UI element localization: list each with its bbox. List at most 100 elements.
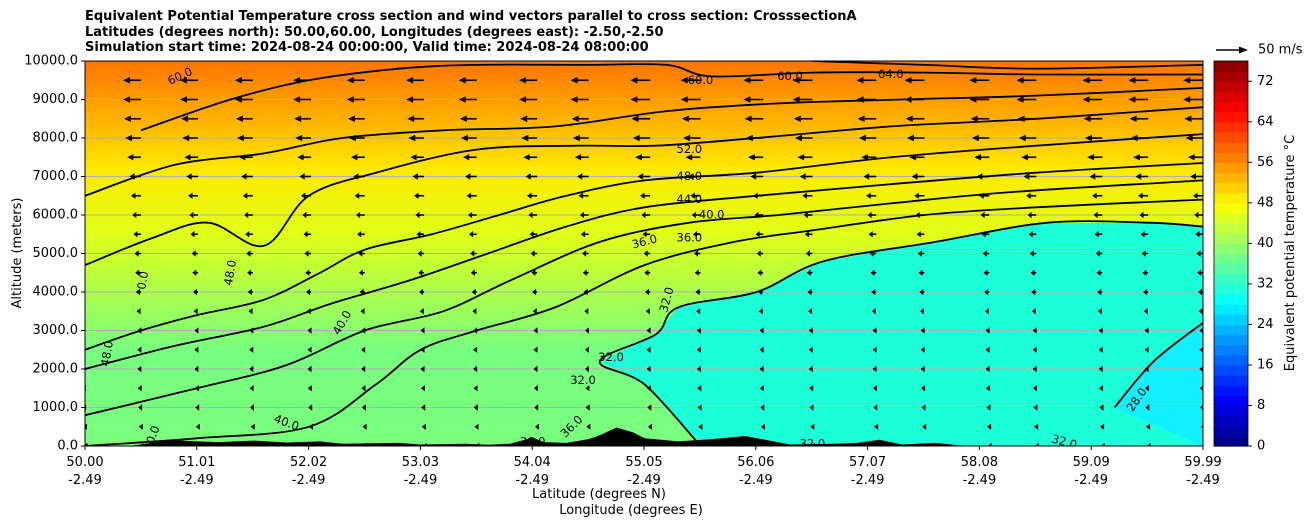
y-tick-label: 8000.0 <box>33 131 79 146</box>
wind-vector <box>303 231 312 238</box>
wind-vector <box>920 308 924 315</box>
wind-vector <box>809 385 814 392</box>
colorbar-tick-label: 64 <box>1257 114 1274 129</box>
wind-vector <box>985 346 990 353</box>
colorbar-tick-label: 56 <box>1257 155 1274 170</box>
wind-vector <box>986 404 991 411</box>
x-tick-label-lon: -2.49 <box>1186 473 1220 488</box>
wind-vector <box>420 327 425 334</box>
wind-vector <box>969 96 990 103</box>
y-tick-label: 4000.0 <box>33 285 79 300</box>
wind-vector <box>866 192 877 199</box>
wind-vector <box>646 346 651 353</box>
wind-vector <box>872 346 877 353</box>
wind-vector <box>1190 173 1203 180</box>
wind-vector <box>1027 211 1037 219</box>
wind-vector <box>361 346 366 353</box>
wind-vector <box>414 192 425 199</box>
wind-vector <box>985 365 990 373</box>
wind-vector <box>571 115 589 122</box>
wind-vector <box>1099 404 1104 411</box>
wind-vector <box>304 250 312 257</box>
colorbar-band <box>1214 405 1248 417</box>
wind-vector <box>408 134 425 142</box>
wind-vector <box>630 96 651 103</box>
wind-vector <box>1144 365 1149 373</box>
wind-vector <box>1098 346 1103 353</box>
wind-vector <box>920 346 925 353</box>
wind-vector <box>915 211 925 219</box>
x-tick-label-lon: -2.49 <box>292 473 326 488</box>
wind-vector <box>857 115 877 122</box>
colorbar-band <box>1214 425 1248 437</box>
colorbar-tick-label: 48 <box>1257 195 1274 210</box>
wind-vector <box>531 269 538 276</box>
wind-vector <box>921 385 926 392</box>
x-axis-label-2: Longitude (degrees E) <box>559 503 703 518</box>
wind-vector <box>1098 327 1103 334</box>
wind-vector <box>468 211 477 219</box>
wind-vector <box>1141 250 1149 257</box>
colorbar-band <box>1214 375 1248 386</box>
colorbar-tick-label: 8 <box>1257 398 1265 413</box>
wind-vector <box>680 77 701 84</box>
wind-vector <box>306 288 312 296</box>
wind-vector <box>1093 211 1103 219</box>
wind-vector <box>466 192 477 199</box>
x-tick-label-lon: -2.49 <box>851 473 885 488</box>
wind-vector <box>1199 346 1203 353</box>
wind-vector <box>412 173 425 180</box>
wind-vector <box>244 211 253 219</box>
wind-vector <box>127 154 141 161</box>
wind-vector <box>353 173 365 180</box>
wind-vector <box>970 115 990 122</box>
wind-vector <box>643 250 651 257</box>
colorbar-band <box>1214 415 1248 427</box>
wind-vector <box>745 134 764 142</box>
wind-vector <box>361 385 366 392</box>
wind-vector <box>1144 346 1149 353</box>
wind-vector <box>646 385 651 392</box>
wind-vector <box>976 173 990 180</box>
wind-vector <box>360 308 365 315</box>
wind-vector <box>348 134 365 142</box>
colorbar-band <box>1214 395 1248 407</box>
wind-vector <box>306 308 311 315</box>
wind-vector <box>906 134 925 142</box>
wind-vector <box>77 231 85 237</box>
wind-vector <box>346 77 365 84</box>
x-tick-label-lat: 59.09 <box>1073 455 1110 470</box>
wind-vector <box>415 211 425 219</box>
wind-vector <box>1183 77 1203 84</box>
wind-vector <box>305 269 312 276</box>
contour-label: 36.0 <box>520 435 546 449</box>
wind-vector <box>985 327 990 334</box>
colorbar-tick-label: 0 <box>1257 439 1265 454</box>
contour-label: 32.0 <box>656 285 676 313</box>
wind-vector <box>585 346 589 353</box>
wind-vector <box>419 288 425 296</box>
wind-vector <box>803 211 813 219</box>
wind-vector <box>242 192 253 199</box>
colorbar-band <box>1214 101 1248 113</box>
wind-vector <box>362 423 367 430</box>
wind-vector <box>680 96 701 103</box>
wind-vector <box>799 173 813 180</box>
wind-vector <box>245 231 253 238</box>
x-tick-label-lon: -2.49 <box>404 473 438 488</box>
x-tick-label-lat: 55.05 <box>625 455 662 470</box>
colorbar-tick-label: 16 <box>1257 357 1274 372</box>
wind-vector <box>758 308 763 315</box>
wind-vector <box>874 423 879 430</box>
colorbar-band <box>1214 212 1248 224</box>
colorbar-band <box>1214 131 1248 143</box>
wind-vector <box>532 308 537 315</box>
contour-44.0 <box>85 162 1203 370</box>
wind-vector <box>194 385 199 392</box>
colorbar-band <box>1214 314 1248 326</box>
wind-vector <box>870 269 877 276</box>
colorbar-label: Equivalent potential temperature °C <box>1283 135 1298 371</box>
wind-vector <box>533 327 538 334</box>
wind-vector <box>1016 77 1037 84</box>
y-tick-label: 3000.0 <box>33 323 79 338</box>
